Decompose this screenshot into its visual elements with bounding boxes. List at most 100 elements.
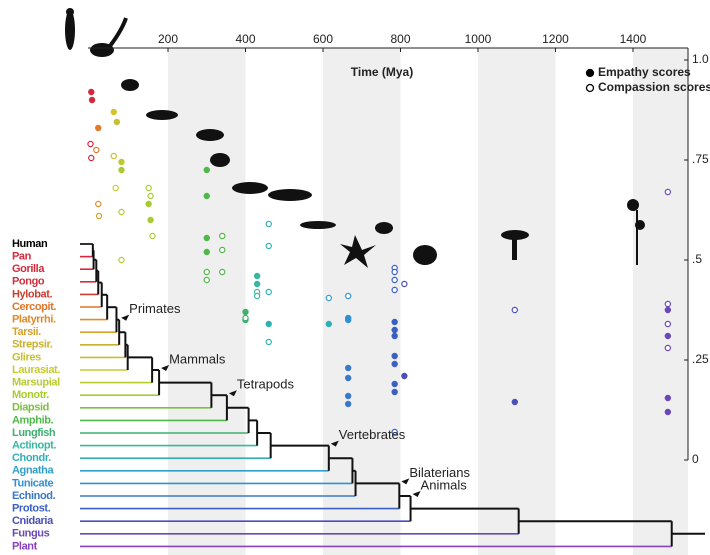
clade-label: Mammals [169, 351, 226, 366]
clade-arrow [228, 390, 237, 397]
point [344, 292, 352, 300]
taxon-label: Agnatha [12, 465, 54, 477]
point [664, 332, 672, 340]
shaded-band [477, 48, 556, 555]
point [118, 166, 125, 174]
point [391, 360, 398, 368]
shaded-band [632, 48, 688, 555]
point [242, 314, 249, 322]
legend-marker [585, 83, 595, 93]
point [391, 286, 398, 294]
point [242, 308, 249, 316]
taxon-label: Monotr. [12, 389, 49, 401]
point [344, 392, 352, 400]
clade-label: Vertebrates [339, 427, 406, 442]
point [253, 280, 261, 288]
taxon-label: Platyrrhi. [12, 314, 56, 326]
silhouettes [65, 8, 645, 268]
point [664, 306, 672, 314]
point [401, 280, 408, 288]
point [511, 398, 518, 406]
taxon-label: Glires [12, 351, 41, 363]
taxon-label: Plant [12, 540, 38, 552]
x-tick-label: 600 [313, 32, 333, 46]
x-tick-label: 800 [390, 32, 410, 46]
x-tick-label: 1000 [465, 32, 492, 46]
x-tick-label: 1200 [542, 32, 569, 46]
plot: 200 400 600 800 1000 1200 1400 0 .25 .5 .75 1.0 [87, 32, 709, 466]
point [219, 232, 226, 240]
taxon-label: Gorilla [12, 263, 45, 275]
clade-label: Primates [129, 301, 181, 316]
point [87, 140, 94, 148]
x-tick-label: 1400 [620, 32, 647, 46]
point [265, 320, 272, 328]
point [203, 192, 210, 200]
point [265, 242, 272, 250]
point [391, 428, 398, 436]
y-tick-label: 1.0 [692, 52, 709, 66]
point [203, 166, 210, 174]
clade-label: Animals [421, 477, 468, 492]
point [391, 332, 398, 340]
point [664, 300, 672, 308]
point [88, 96, 96, 104]
point [203, 276, 210, 284]
shaded-band [322, 48, 401, 555]
point [265, 338, 272, 346]
point [511, 306, 518, 314]
point [219, 268, 226, 276]
point [265, 220, 272, 228]
point [203, 234, 210, 242]
point [112, 184, 119, 192]
point [147, 192, 154, 200]
point [95, 124, 102, 132]
taxon-label: Tunicate [12, 477, 53, 489]
point [118, 158, 125, 166]
point [253, 272, 261, 280]
point [664, 408, 672, 416]
tree: HumanPanGorillaPongoHylobat.Cercopit.Pla… [12, 238, 705, 552]
point [110, 108, 117, 116]
y-tick-label: .25 [692, 352, 709, 366]
clade-arrow [121, 314, 130, 321]
point [401, 372, 408, 380]
point [344, 374, 352, 382]
point [93, 146, 100, 154]
point [118, 256, 125, 264]
y-tick-label: .5 [692, 252, 702, 266]
point [265, 288, 272, 296]
x-axis-title: Time (Mya) [351, 65, 413, 79]
clade-label: Bilaterians [409, 465, 470, 480]
point [664, 394, 672, 402]
point [344, 364, 352, 372]
point [203, 248, 210, 256]
taxon-label: Tarsii. [12, 326, 41, 338]
point [664, 320, 672, 328]
point [391, 380, 398, 388]
point [118, 208, 125, 216]
legend-label: Compassion scores [598, 80, 710, 94]
point [391, 276, 398, 284]
point [325, 320, 333, 328]
clade-arrow [412, 491, 421, 497]
taxon-label: Human [12, 238, 48, 250]
point [391, 268, 398, 276]
taxon-label: Pongo [12, 276, 45, 288]
point [88, 154, 95, 162]
point [391, 326, 398, 334]
point [145, 200, 152, 208]
taxon-label: Strepsir. [12, 339, 53, 351]
taxon-label: Chondr. [12, 452, 51, 464]
point [391, 318, 398, 326]
taxon-label: Amphib. [12, 414, 54, 426]
point [147, 216, 154, 224]
point [391, 352, 398, 360]
point [664, 188, 672, 196]
taxon-label: Actinopt. [12, 440, 56, 452]
point [95, 212, 103, 220]
point [113, 118, 121, 126]
taxon-label: Diapsid [12, 402, 49, 414]
